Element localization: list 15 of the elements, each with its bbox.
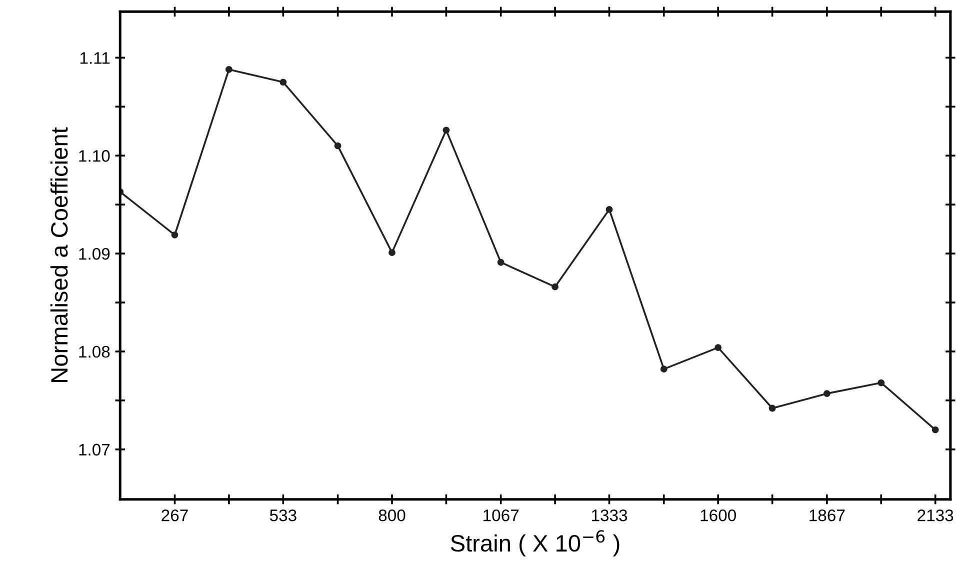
y-tick-label: 1.09 xyxy=(79,248,110,260)
x-tick-label: 800 xyxy=(378,509,406,522)
y-tick-label: 1.07 xyxy=(79,444,110,456)
y-tick-label: 1.11 xyxy=(80,52,110,64)
y-axis-title: Normalised a Coefficient xyxy=(50,127,68,382)
x-tick-label: 1333 xyxy=(592,509,628,522)
x-tick-label: 533 xyxy=(270,509,296,522)
x-tick-label: 1600 xyxy=(700,509,736,522)
y-tick-label: 1.10 xyxy=(79,150,110,162)
x-tick-label: 267 xyxy=(162,509,188,522)
x-tick-label: 1067 xyxy=(484,509,519,522)
x-axis-title: Strain ( X 10$^{−6}$ ) xyxy=(450,530,620,556)
y-tick-label: 1.08 xyxy=(79,346,110,358)
x-tick-label: 1867 xyxy=(810,509,845,522)
x-tick-label: 2133 xyxy=(918,509,954,522)
